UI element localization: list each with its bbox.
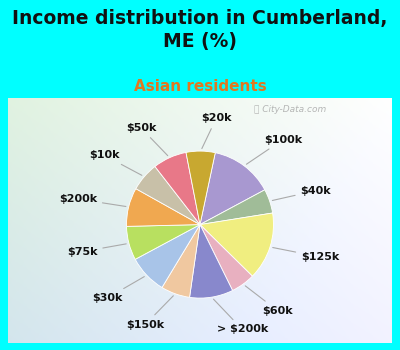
Wedge shape	[190, 225, 232, 298]
Text: $30k: $30k	[93, 276, 144, 303]
Wedge shape	[136, 167, 200, 225]
Text: $150k: $150k	[126, 296, 173, 330]
Text: $20k: $20k	[201, 113, 232, 149]
Wedge shape	[186, 151, 215, 225]
Text: $200k: $200k	[59, 194, 126, 206]
Wedge shape	[200, 190, 272, 225]
Wedge shape	[126, 189, 200, 226]
Wedge shape	[155, 153, 200, 225]
Text: $125k: $125k	[273, 247, 339, 262]
Text: ⓘ City-Data.com: ⓘ City-Data.com	[254, 105, 327, 114]
Text: $40k: $40k	[272, 186, 331, 201]
Text: Asian residents: Asian residents	[134, 79, 266, 94]
Text: $60k: $60k	[245, 286, 293, 316]
Text: $100k: $100k	[246, 135, 302, 164]
Wedge shape	[162, 225, 200, 298]
Text: Income distribution in Cumberland,
ME (%): Income distribution in Cumberland, ME (%…	[12, 9, 388, 51]
Wedge shape	[200, 213, 274, 276]
Text: $10k: $10k	[89, 150, 142, 175]
Text: $50k: $50k	[126, 123, 168, 156]
Wedge shape	[126, 225, 200, 259]
Wedge shape	[135, 225, 200, 287]
Text: $75k: $75k	[67, 244, 126, 257]
Text: > $200k: > $200k	[214, 299, 268, 334]
Wedge shape	[200, 153, 265, 225]
Wedge shape	[200, 225, 252, 290]
